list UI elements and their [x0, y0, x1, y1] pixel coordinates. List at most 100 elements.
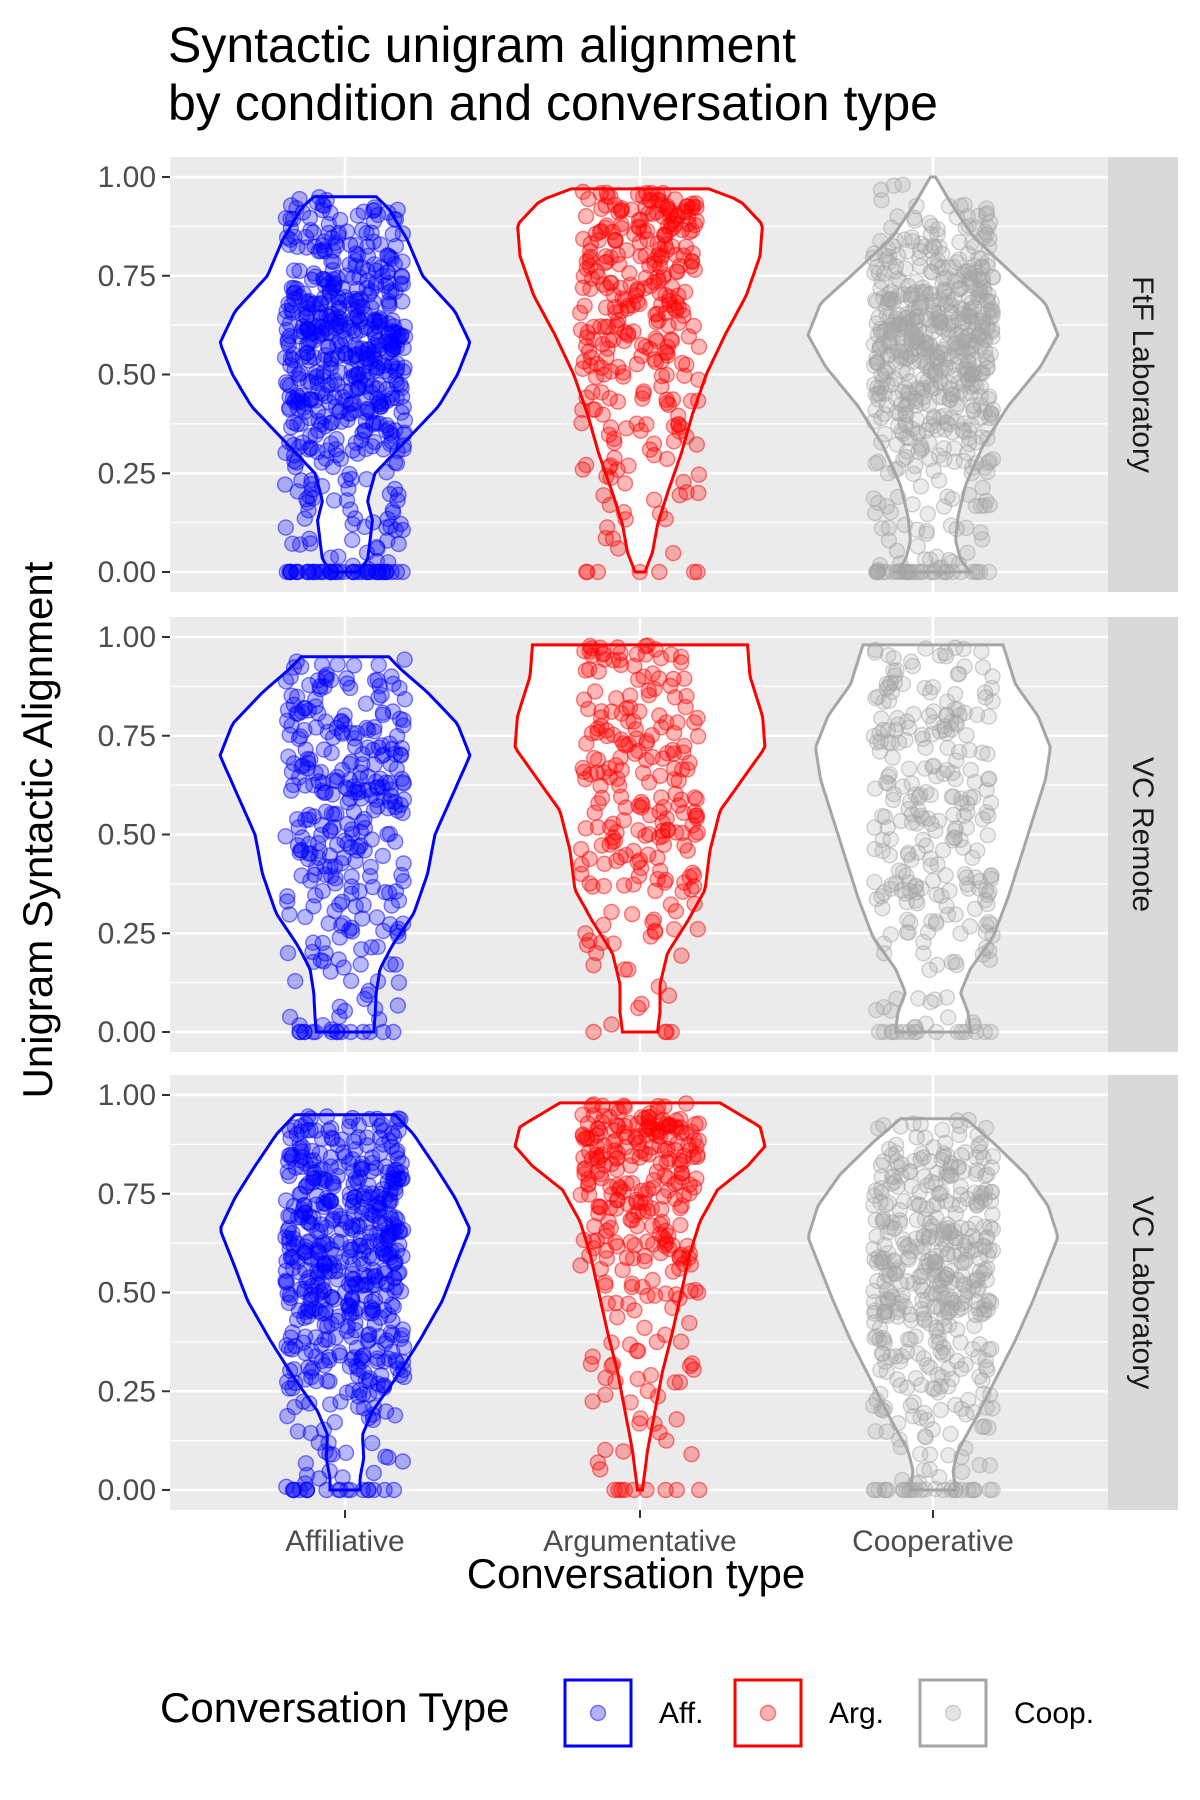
data-point: [358, 471, 375, 488]
data-point: [669, 714, 686, 731]
data-point: [902, 1331, 919, 1348]
data-point: [589, 563, 607, 581]
data-point: [935, 1339, 952, 1356]
data-point: [592, 1148, 609, 1165]
data-point: [935, 765, 952, 782]
data-point: [364, 1154, 381, 1172]
data-point: [574, 1127, 592, 1145]
data-point: [632, 248, 649, 265]
y-tick-label: 1.00: [98, 1079, 156, 1112]
data-point: [314, 882, 331, 900]
data-point: [943, 1370, 960, 1388]
data-point: [592, 1260, 609, 1278]
data-point: [967, 1215, 984, 1233]
legend-label: Aff.: [659, 1697, 703, 1730]
data-point: [349, 1367, 367, 1384]
data-point: [889, 488, 907, 505]
data-point: [626, 1302, 643, 1319]
data-point: [594, 646, 611, 663]
data-point: [313, 309, 330, 326]
data-point: [635, 668, 652, 685]
data-point: [908, 883, 925, 901]
data-point: [347, 347, 364, 364]
data-point: [315, 1255, 332, 1273]
data-point: [888, 1303, 906, 1321]
data-point: [316, 1316, 333, 1333]
data-point: [581, 1247, 598, 1264]
data-point: [616, 291, 634, 309]
data-point: [876, 385, 893, 402]
data-point: [594, 336, 611, 353]
data-point: [668, 1411, 685, 1428]
points-affiliative: [277, 651, 414, 1041]
data-point: [312, 296, 329, 313]
data-point: [390, 535, 407, 553]
data-point: [629, 1217, 646, 1235]
data-point: [979, 745, 996, 763]
data-point: [638, 416, 655, 433]
data-point: [343, 753, 360, 770]
data-point: [981, 409, 998, 427]
data-point: [278, 1478, 295, 1496]
data-point: [683, 1123, 700, 1140]
data-point: [959, 208, 976, 225]
data-point: [386, 1282, 403, 1299]
data-point: [337, 345, 354, 362]
data-point: [959, 444, 976, 462]
data-point: [955, 301, 972, 318]
data-point: [646, 923, 664, 941]
data-point: [281, 726, 298, 743]
data-point: [631, 563, 648, 581]
data-point: [598, 279, 615, 297]
data-point: [916, 760, 934, 777]
data-point: [308, 364, 325, 381]
data-point: [334, 893, 351, 910]
facet-strip: [1108, 157, 1178, 592]
legend: Conversation Type Aff. Arg. Coop.: [160, 1678, 1094, 1748]
data-point: [664, 1299, 681, 1317]
data-point: [305, 808, 322, 825]
data-point: [394, 293, 411, 310]
data-point: [599, 318, 617, 335]
data-point: [366, 311, 383, 328]
data-point: [396, 359, 413, 376]
data-point: [592, 1165, 609, 1183]
data-point: [389, 997, 407, 1014]
data-point: [289, 483, 306, 500]
data-point: [375, 441, 392, 458]
data-point: [394, 1321, 411, 1338]
data-point: [948, 1112, 966, 1129]
data-point: [575, 1231, 593, 1249]
data-point: [300, 1108, 317, 1125]
data-point: [293, 703, 311, 720]
data-point: [969, 1126, 986, 1144]
data-point: [277, 209, 295, 227]
data-point: [689, 921, 706, 938]
data-point: [376, 1377, 393, 1394]
data-point: [667, 1118, 684, 1135]
data-point: [291, 1186, 308, 1203]
data-point: [344, 531, 361, 549]
data-point: [349, 207, 367, 224]
y-tick-label: 0.75: [98, 720, 156, 753]
data-point: [395, 711, 412, 729]
data-point: [672, 418, 690, 436]
data-point: [582, 1355, 600, 1373]
data-point: [279, 944, 297, 962]
data-point: [642, 1366, 659, 1384]
data-point: [649, 849, 666, 867]
data-point: [933, 887, 950, 905]
data-point: [981, 1481, 999, 1499]
data-point: [298, 1466, 316, 1484]
data-point: [939, 739, 956, 756]
data-point: [645, 274, 663, 291]
data-point: [607, 1234, 624, 1251]
data-point: [689, 392, 707, 409]
data-point: [967, 1023, 985, 1041]
data-point: [332, 450, 350, 468]
data-point: [876, 1481, 894, 1499]
data-point: [683, 222, 701, 239]
data-point: [356, 819, 374, 837]
data-point: [681, 1357, 699, 1375]
